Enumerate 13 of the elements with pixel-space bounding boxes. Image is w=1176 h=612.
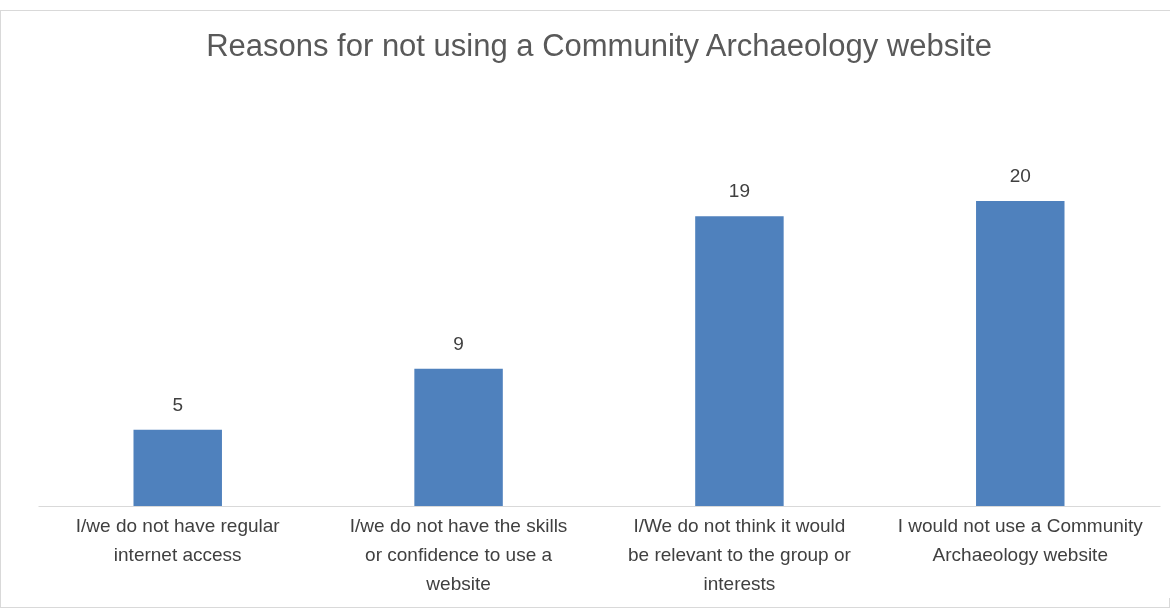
data-label: 5 — [172, 393, 184, 415]
bar — [414, 368, 503, 506]
data-label: 9 — [453, 332, 464, 354]
x-tick-label: I/we do not have the skills or confidence to use a website — [349, 514, 568, 594]
data-label: 20 — [1009, 165, 1031, 186]
bar — [695, 216, 784, 506]
x-tick-label: I/We do not think it would be relevant to the group or interests — [627, 514, 852, 594]
chart-title: Reasons for not using a Community Archaeology website — [206, 28, 992, 63]
data-label: 19 — [728, 180, 750, 202]
x-tick-label: I would not use a Community Archaeology website — [897, 514, 1144, 565]
bar — [976, 201, 1065, 506]
bar — [133, 429, 222, 506]
x-tick-label: I/we do not have regular internet access — [75, 514, 281, 565]
